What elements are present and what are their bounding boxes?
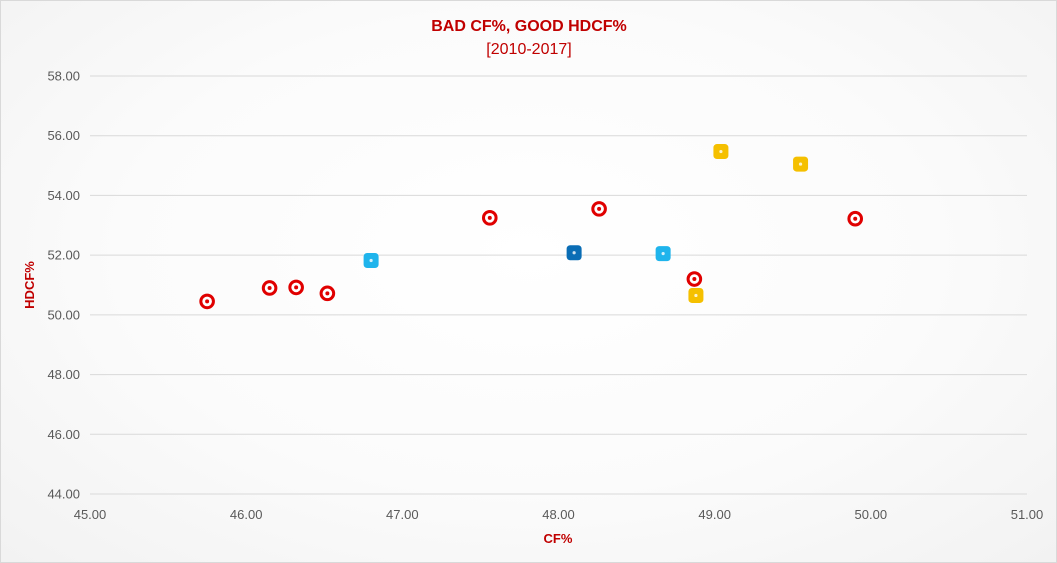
y-axis-label: HDCF% bbox=[22, 261, 37, 309]
x-tick-label: 45.00 bbox=[74, 507, 107, 522]
data-point bbox=[847, 210, 864, 227]
y-tick-label: 46.00 bbox=[47, 427, 80, 442]
data-point bbox=[591, 201, 607, 217]
x-tick-label: 50.00 bbox=[855, 507, 888, 522]
x-axis-ticks: 45.00 46.00 47.00 48.00 49.00 50.00 51.00 bbox=[74, 507, 1044, 522]
data-point bbox=[713, 144, 729, 160]
data-point bbox=[261, 280, 278, 296]
y-tick-label: 50.00 bbox=[47, 307, 80, 322]
gridlines bbox=[90, 75, 1027, 495]
x-tick-label: 46.00 bbox=[230, 507, 263, 522]
y-axis-ticks: 44.00 46.00 48.00 50.00 52.00 54.00 56.00 58.00 bbox=[47, 69, 80, 502]
y-tick-label: 52.00 bbox=[47, 248, 80, 263]
x-tick-label: 48.00 bbox=[542, 507, 575, 522]
x-tick-label: 47.00 bbox=[386, 507, 419, 522]
y-tick-label: 44.00 bbox=[47, 487, 80, 502]
data-point bbox=[363, 253, 379, 269]
x-axis-label: CF% bbox=[544, 531, 573, 546]
y-tick-label: 48.00 bbox=[47, 367, 80, 382]
data-point bbox=[686, 271, 703, 287]
x-tick-label: 49.00 bbox=[698, 507, 731, 522]
x-tick-label: 51.00 bbox=[1011, 507, 1044, 522]
data-point bbox=[288, 279, 304, 296]
data-point bbox=[688, 287, 704, 303]
y-tick-label: 58.00 bbox=[47, 69, 80, 84]
data-point bbox=[319, 285, 336, 302]
data-point bbox=[481, 210, 498, 226]
chart-subtitle: [2010-2017] bbox=[486, 41, 571, 58]
data-point bbox=[793, 156, 809, 172]
y-tick-label: 54.00 bbox=[47, 188, 80, 203]
data-points bbox=[199, 144, 864, 310]
chart-title: BAD CF%, GOOD HDCF% bbox=[431, 18, 627, 35]
y-tick-label: 56.00 bbox=[47, 128, 80, 143]
data-point bbox=[655, 246, 671, 262]
data-point bbox=[199, 293, 215, 310]
data-point bbox=[566, 245, 582, 261]
